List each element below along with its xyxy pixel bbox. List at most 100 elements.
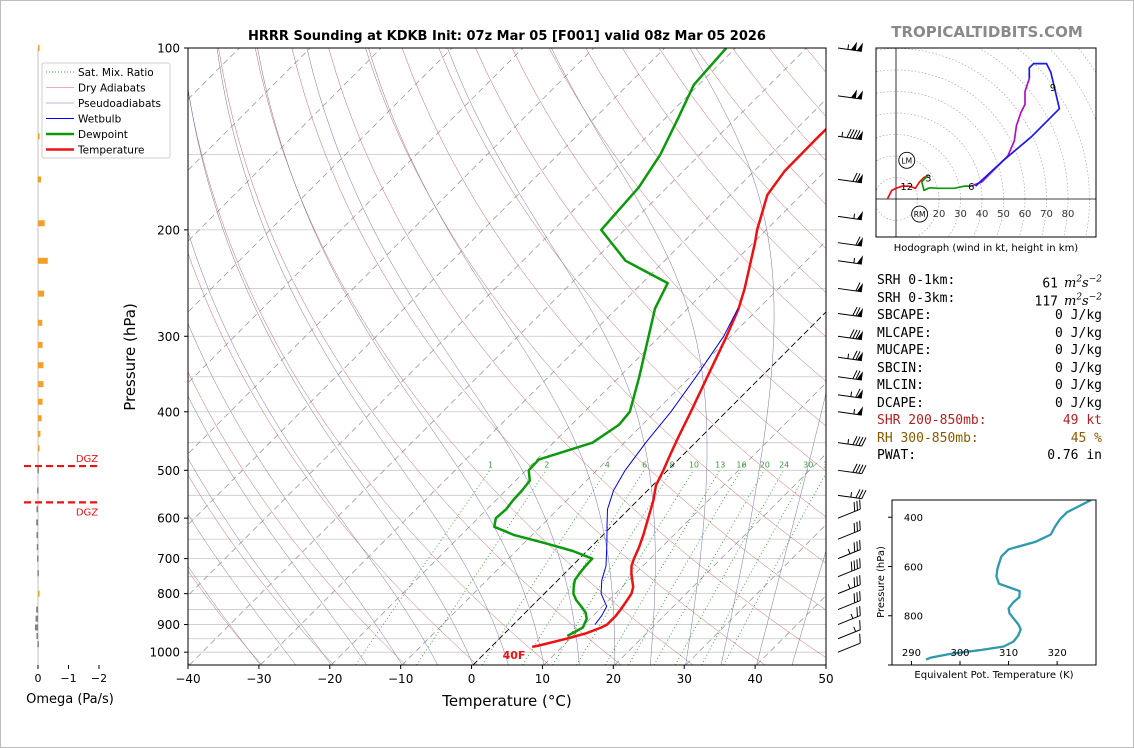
storm-motion-label: LM	[901, 156, 912, 165]
pseudoadiabat-line	[551, 48, 708, 665]
omega-bar	[34, 624, 38, 631]
dry-adiabat-line	[291, 48, 766, 665]
parameter-number: 0 J/kg	[1055, 360, 1102, 376]
skewt-panel: HRRR Sounding at KDKB Init: 07z Mar 05 […	[41, 29, 867, 710]
parameter-value: 117 m2s−2	[1035, 290, 1103, 311]
omega-bar	[38, 257, 48, 264]
isotherm-line	[685, 524, 826, 665]
parameter-value: 0 J/kg	[1055, 307, 1102, 325]
skewt-title: HRRR Sounding at KDKB Init: 07z Mar 05 […	[248, 29, 766, 44]
barb-staff	[837, 567, 861, 578]
barb-full	[859, 499, 861, 510]
pseudoadiabat-line	[689, 48, 775, 665]
dry-adiabat-line	[475, 48, 826, 472]
isotherm-line	[472, 311, 826, 665]
barb-full	[852, 306, 858, 316]
x-tick-label: −10	[388, 672, 413, 686]
pseudoadiabat-line	[188, 565, 261, 665]
barb-full	[855, 236, 861, 246]
omega-bar	[38, 319, 43, 326]
theta-e-x-tick-label: 310	[999, 648, 1018, 659]
unit-exp: −2	[1088, 275, 1102, 285]
x-tick-label: −20	[317, 672, 342, 686]
wind-barb	[837, 406, 864, 416]
parameter-row: PWAT: 0.76 in	[877, 447, 1102, 465]
hodograph-height-label: 6	[968, 182, 974, 193]
site-watermark: TROPICALTIDBITS.COM	[891, 23, 1083, 41]
omega-x-label: Omega (Pa/s)	[26, 692, 114, 707]
omega-bar	[37, 555, 39, 562]
pseudoadiabat-line	[368, 48, 616, 665]
pseudoadiabat-line	[756, 391, 826, 665]
barb-flag	[856, 237, 864, 247]
omega-bar	[36, 532, 38, 539]
wind-barb	[837, 41, 864, 52]
barb-full	[846, 128, 852, 138]
barb-half	[841, 131, 844, 137]
wind-barb	[837, 606, 861, 626]
barb-half	[847, 548, 851, 554]
dry-adiabat-line	[254, 48, 694, 665]
hodograph-ring-label: 50	[997, 209, 1010, 220]
storm-motion-label: RM	[914, 210, 926, 219]
barb-flag	[856, 406, 864, 416]
x-tick-label: 0	[468, 672, 476, 686]
omega-bar	[38, 341, 43, 348]
parameter-value: 0.76 in	[1047, 447, 1102, 465]
barb-full	[858, 436, 864, 446]
pseudoadiabat-line	[188, 395, 367, 665]
wind-barb	[837, 620, 861, 640]
wind-barb	[837, 210, 864, 221]
dgz-label: DGZ	[76, 507, 98, 518]
skewt-y-label: Pressure (hPa)	[121, 303, 139, 411]
barb-half	[853, 213, 856, 219]
dry-adiabat-line	[188, 88, 550, 665]
hodograph-panel: 20 30 40 50 60 70 80 12 3 6 9 LM RM Hodograph (wind…	[875, 47, 1097, 254]
barb-staff	[837, 629, 861, 640]
omega-bar	[35, 615, 38, 622]
barb-half	[847, 583, 851, 589]
parameter-value: 45 %	[1071, 430, 1102, 448]
legend-label: Wetbulb	[78, 114, 122, 126]
barb-flag	[856, 371, 864, 381]
sounding-parameters: SRH 0-1km: 61 m2s−2 SRH 0-3km: 117 m2s−2 SBCAP…	[877, 272, 1102, 465]
omega-panel: DGZ DGZ 0 −1 −2 Omega (Pa/s)	[24, 45, 114, 707]
mixing-ratio-line	[481, 470, 607, 665]
barb-full	[856, 541, 858, 551]
theta-e-y-tick-label: 400	[904, 513, 923, 524]
barb-staff	[837, 642, 861, 653]
unit-exp: 2	[1076, 275, 1083, 285]
legend-label: Dry Adiabats	[78, 83, 146, 95]
wind-barb	[837, 520, 861, 540]
isotherm-line	[188, 48, 736, 597]
omega-bar	[38, 445, 40, 452]
barb-full	[859, 633, 861, 644]
hodograph-ring-label: 40	[976, 209, 989, 220]
barb-full	[849, 329, 855, 339]
mixing-ratio-line	[723, 472, 826, 665]
x-tick-label: 40	[747, 672, 762, 686]
barb-full	[850, 561, 853, 572]
barb-full	[855, 436, 861, 446]
barb-full	[853, 542, 856, 552]
barb-full	[852, 172, 858, 182]
barb-full	[855, 330, 861, 340]
barb-flag	[856, 307, 864, 317]
wind-barb	[837, 499, 861, 519]
theta-e-x-tick-label: 320	[1048, 648, 1067, 659]
barb-half	[853, 408, 856, 415]
omega-bar	[37, 641, 39, 648]
wind-barb	[837, 282, 864, 293]
parameter-number: 49 kt	[1062, 413, 1102, 428]
unit-exp: 2	[1076, 292, 1083, 303]
legend-label: Sat. Mix. Ratio	[78, 67, 154, 79]
omega-bar	[38, 362, 44, 369]
legend-label: Temperature	[77, 145, 145, 157]
hodograph-trace	[974, 62, 1061, 187]
pseudoadiabat-line	[188, 457, 332, 665]
x-tick-label: 20	[606, 672, 621, 686]
parameter-row: MUCAPE: 0 J/kg	[877, 342, 1102, 360]
parameter-label: SRH 0-1km:	[877, 273, 956, 288]
omega-tick-label: −2	[91, 672, 107, 685]
parameter-unit: m2s−2	[1064, 275, 1102, 291]
